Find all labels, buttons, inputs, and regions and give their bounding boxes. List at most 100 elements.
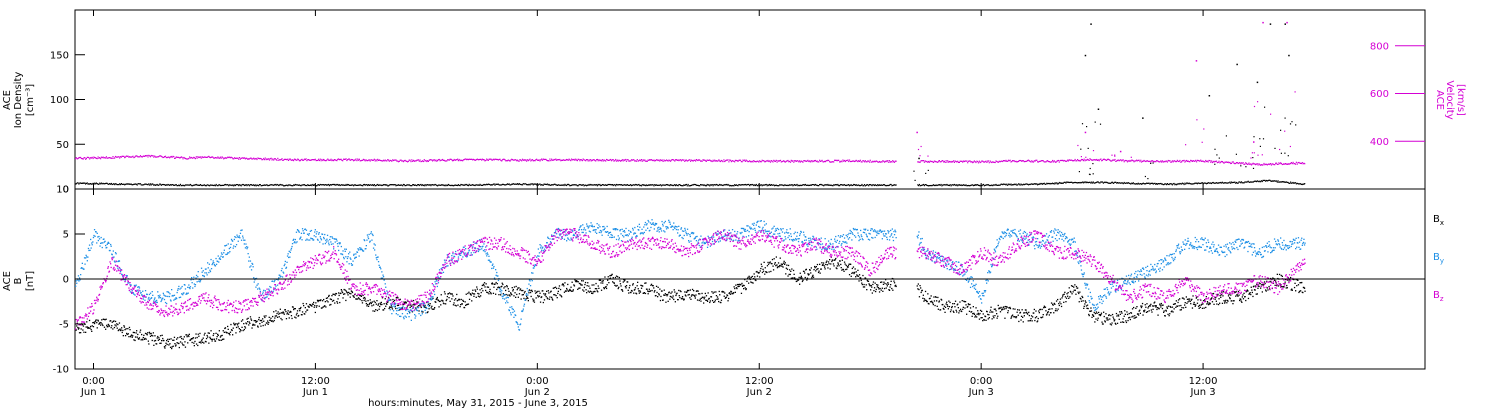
data-point xyxy=(618,184,620,186)
data-point xyxy=(502,183,504,185)
data-point xyxy=(667,184,669,186)
spike-point xyxy=(1264,106,1266,108)
data-point xyxy=(439,160,441,162)
spike-point xyxy=(1130,156,1132,158)
data-point xyxy=(473,184,475,186)
data-point xyxy=(715,184,717,186)
data-point xyxy=(661,184,663,186)
data-point xyxy=(795,184,797,186)
data-point xyxy=(991,311,993,313)
data-point xyxy=(798,184,800,186)
data-point xyxy=(863,160,865,162)
data-point xyxy=(421,184,423,187)
data-point xyxy=(366,305,368,307)
data-point xyxy=(263,184,266,186)
data-point xyxy=(124,184,126,186)
data-point xyxy=(527,160,529,162)
data-point xyxy=(937,296,939,299)
data-point xyxy=(93,156,95,158)
data-point xyxy=(1252,181,1254,183)
data-point xyxy=(129,183,131,185)
data-point xyxy=(720,184,722,186)
data-point xyxy=(114,155,117,158)
data-point xyxy=(110,327,112,329)
data-point xyxy=(635,160,637,162)
data-point xyxy=(130,183,132,185)
data-point xyxy=(931,185,933,187)
data-point xyxy=(582,280,584,282)
data-point xyxy=(944,161,946,163)
bottom-ylabel-line-3: [nT] xyxy=(25,271,36,291)
data-point xyxy=(256,184,258,186)
data-point xyxy=(1159,183,1161,185)
data-point xyxy=(980,161,982,163)
data-point xyxy=(1059,182,1061,184)
data-point xyxy=(1161,307,1164,310)
data-point xyxy=(639,290,641,292)
data-point xyxy=(326,184,328,186)
data-point xyxy=(1041,182,1043,185)
data-point xyxy=(234,157,236,159)
data-point xyxy=(1264,179,1266,181)
data-point xyxy=(326,297,329,299)
data-point xyxy=(150,154,152,157)
data-point xyxy=(770,160,772,162)
data-point xyxy=(546,183,548,186)
data-point xyxy=(209,184,211,186)
data-point xyxy=(391,160,393,162)
data-point xyxy=(1169,160,1171,162)
data-point xyxy=(512,288,514,291)
data-point xyxy=(761,271,764,274)
data-point xyxy=(648,184,650,186)
data-point xyxy=(673,159,675,161)
data-point xyxy=(962,160,965,162)
data-point xyxy=(1180,304,1182,307)
data-point xyxy=(396,296,398,299)
data-point xyxy=(222,184,224,186)
data-point xyxy=(718,300,720,303)
data-point xyxy=(452,295,454,297)
data-point xyxy=(640,185,643,187)
data-point xyxy=(446,184,448,186)
data-point xyxy=(1142,160,1144,162)
data-point xyxy=(260,319,263,322)
data-point xyxy=(1096,181,1099,183)
data-point xyxy=(174,157,177,159)
data-point xyxy=(1015,317,1017,319)
data-point xyxy=(296,159,298,161)
data-point xyxy=(1128,312,1130,315)
data-point xyxy=(814,183,816,186)
data-point xyxy=(1074,181,1076,183)
data-point xyxy=(1226,161,1228,163)
data-point xyxy=(683,184,685,186)
data-point xyxy=(933,160,935,162)
data-point xyxy=(1283,181,1285,183)
data-point xyxy=(578,287,580,289)
data-point xyxy=(123,326,126,328)
data-point xyxy=(619,283,622,285)
data-point xyxy=(472,159,474,161)
data-point xyxy=(692,294,694,296)
data-point xyxy=(695,159,697,161)
data-point xyxy=(1265,179,1268,182)
data-point xyxy=(1145,306,1147,308)
data-point xyxy=(537,184,539,186)
data-point xyxy=(1038,183,1040,185)
data-point xyxy=(141,184,143,186)
data-point xyxy=(1299,183,1301,185)
data-point xyxy=(97,156,99,158)
data-point xyxy=(939,184,941,186)
data-point xyxy=(476,158,478,161)
data-point xyxy=(1042,160,1044,162)
data-point xyxy=(1023,184,1025,186)
data-point xyxy=(1037,183,1039,185)
data-point xyxy=(1295,183,1297,185)
data-point xyxy=(414,184,416,186)
data-point xyxy=(1040,317,1043,319)
data-point xyxy=(785,184,787,186)
data-point xyxy=(1194,182,1196,184)
data-point xyxy=(1141,305,1143,307)
data-point xyxy=(982,160,984,162)
data-point xyxy=(712,159,714,161)
data-point xyxy=(142,155,144,157)
